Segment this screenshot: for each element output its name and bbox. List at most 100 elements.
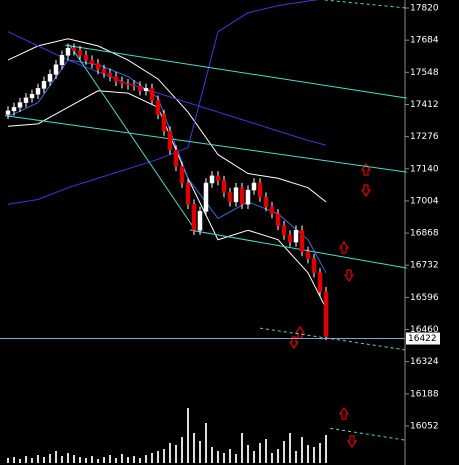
candle-body bbox=[161, 114, 167, 132]
candle-body bbox=[35, 88, 41, 95]
candle-body bbox=[83, 55, 89, 61]
candle-body bbox=[155, 99, 161, 115]
volume-bar bbox=[259, 443, 261, 463]
y-tick-label: 17684 bbox=[410, 36, 439, 46]
y-tick-label: 16596 bbox=[410, 293, 439, 303]
candle-body bbox=[251, 182, 257, 191]
volume-bar bbox=[229, 449, 231, 463]
candle-body bbox=[65, 47, 71, 56]
candle-body bbox=[191, 204, 197, 231]
volume-bar bbox=[169, 443, 171, 463]
volume-bar bbox=[25, 456, 27, 463]
volume-bar bbox=[61, 456, 63, 463]
volume-bar bbox=[199, 441, 201, 463]
volume-bar bbox=[307, 445, 309, 463]
candle-body bbox=[275, 213, 281, 226]
volume-bar bbox=[283, 441, 285, 463]
candle-body bbox=[221, 180, 227, 193]
candle-body bbox=[245, 189, 251, 205]
volume-bar bbox=[157, 451, 159, 463]
volume-bar bbox=[175, 445, 177, 463]
last-price-box bbox=[406, 332, 440, 345]
indicator-line bbox=[7, 59, 327, 274]
volume-bar bbox=[97, 459, 99, 463]
candle-body bbox=[95, 63, 101, 70]
channel-line bbox=[259, 327, 408, 351]
volume-bar bbox=[289, 433, 291, 463]
y-tick-label: 17412 bbox=[410, 100, 439, 110]
candle-body bbox=[59, 55, 65, 66]
volume-bar bbox=[211, 447, 213, 463]
candle-body bbox=[173, 149, 179, 167]
volume-bar bbox=[109, 455, 111, 463]
volume-bar bbox=[295, 451, 297, 463]
y-tick-label: 16324 bbox=[410, 357, 439, 367]
volume-bar bbox=[31, 458, 33, 463]
volume-bar bbox=[187, 408, 189, 463]
candle-body bbox=[113, 76, 119, 82]
volume-bar bbox=[37, 455, 39, 463]
volume-bar bbox=[277, 449, 279, 463]
volume-bar bbox=[79, 457, 81, 463]
candle-body bbox=[197, 211, 203, 231]
volume-bar bbox=[73, 455, 75, 463]
candle-body bbox=[311, 258, 317, 274]
channel-line bbox=[64, 44, 408, 99]
candle-body bbox=[137, 85, 143, 92]
candle-body bbox=[125, 83, 131, 86]
volume-bar bbox=[253, 451, 255, 463]
channel-line bbox=[4, 115, 408, 173]
candle-body bbox=[89, 59, 95, 64]
candle-body bbox=[47, 73, 53, 82]
y-tick-label: 17140 bbox=[410, 164, 439, 174]
candle-body bbox=[41, 81, 47, 89]
candle-body bbox=[263, 196, 269, 207]
volume-bar bbox=[121, 454, 123, 463]
signal-arrows bbox=[288, 162, 372, 449]
candle-body bbox=[179, 166, 185, 184]
volume-bar bbox=[13, 457, 15, 463]
volume-bar bbox=[235, 454, 237, 463]
volume-bar bbox=[43, 457, 45, 463]
candle-body bbox=[281, 225, 287, 236]
y-tick-label: 17548 bbox=[410, 68, 439, 78]
volume-bar bbox=[271, 453, 273, 463]
volume-bar bbox=[247, 445, 249, 463]
y-tick-label: 17276 bbox=[410, 132, 439, 142]
volume-bar bbox=[115, 458, 117, 463]
y-tick-label: 16732 bbox=[410, 261, 439, 271]
indicator-line bbox=[7, 38, 327, 203]
volume-bar bbox=[55, 451, 57, 463]
volume-bar bbox=[103, 457, 105, 463]
indicator-line bbox=[7, 0, 320, 205]
volume-bar bbox=[319, 443, 321, 463]
candle-body bbox=[17, 102, 23, 108]
candle-body bbox=[185, 182, 191, 205]
volume-bar bbox=[139, 458, 141, 463]
candle-body bbox=[23, 97, 29, 103]
volume-bar bbox=[67, 453, 69, 463]
last-price-label: 16422 bbox=[408, 334, 437, 344]
candle-body bbox=[71, 47, 77, 51]
candle-body bbox=[257, 182, 263, 198]
volume-bar bbox=[181, 437, 183, 463]
candle-body bbox=[269, 206, 275, 214]
candle-body bbox=[227, 192, 233, 203]
volume-bar bbox=[325, 435, 327, 463]
volume-bar bbox=[145, 455, 147, 463]
volume-bar bbox=[205, 423, 207, 463]
volume-bar bbox=[127, 457, 129, 463]
candle-body bbox=[233, 187, 239, 203]
candle-body bbox=[215, 175, 221, 181]
candle-body bbox=[203, 182, 209, 212]
indicator-line bbox=[7, 90, 327, 309]
candle-body bbox=[77, 50, 83, 56]
volume-bar bbox=[133, 456, 135, 463]
candle-body bbox=[323, 291, 329, 337]
candle-body bbox=[131, 84, 137, 87]
candle-body bbox=[305, 251, 311, 259]
y-tick-label: 16188 bbox=[410, 389, 439, 399]
volume-bar bbox=[7, 458, 9, 463]
volume-bar bbox=[217, 451, 219, 463]
